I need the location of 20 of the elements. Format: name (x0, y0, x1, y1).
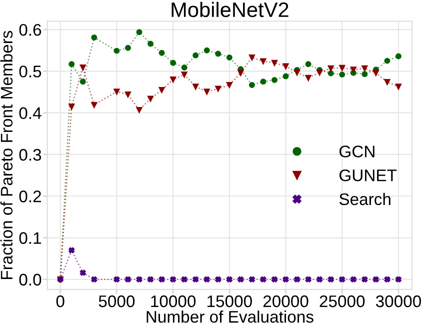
x-tick-label: 15000 (208, 295, 252, 308)
y-tick-label: 0.4 (19, 107, 42, 120)
x-tick-label: 5000 (98, 295, 135, 308)
y-tick-label: 0.5 (19, 66, 42, 78)
y-tick-label: 0.6 (19, 24, 42, 36)
x-axis-title: Number of Evaluations (146, 310, 314, 323)
x-tick-label: 30000 (376, 295, 421, 308)
legend-label: GCN (340, 146, 374, 158)
y-tick-label: 0.2 (19, 190, 41, 202)
y-tick-label: 0.1 (19, 232, 42, 244)
y-axis-title: Fraction of Pareto Front Members (0, 30, 13, 279)
x-tick-label: 20000 (263, 295, 308, 308)
x-tick-label: 10000 (151, 295, 196, 308)
x-tick-label: 25000 (320, 295, 365, 308)
x-tick-label: 0 (56, 295, 64, 308)
legend-label: Search (339, 192, 390, 206)
chart-title: MobileNetV2 (172, 2, 288, 18)
y-tick-label: 0.0 (19, 274, 42, 286)
legend-label: GUNET (340, 169, 397, 182)
y-tick-label: 0.3 (19, 148, 42, 161)
